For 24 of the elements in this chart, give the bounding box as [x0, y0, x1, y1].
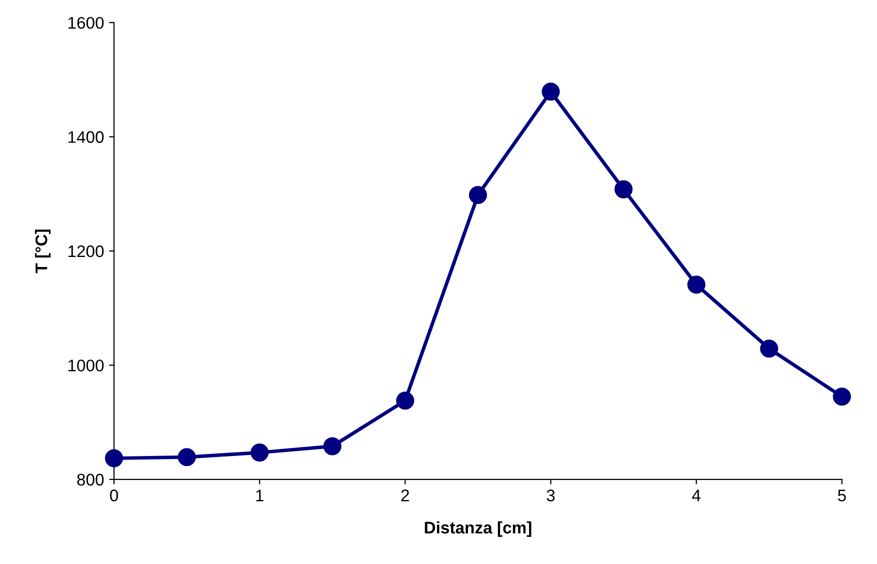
point	[250, 444, 269, 462]
x-tick-label: 2	[401, 490, 409, 502]
point	[542, 82, 560, 101]
y-tick-label: 1400	[68, 131, 104, 143]
y-axis-title: T [°C]	[35, 230, 51, 274]
point	[104, 449, 124, 468]
x-tick-label: 1	[256, 490, 264, 502]
point	[614, 180, 633, 198]
point	[178, 448, 196, 466]
point	[468, 186, 487, 204]
y-tick-label: 1200	[68, 245, 104, 258]
point	[323, 437, 342, 456]
point	[396, 392, 414, 410]
point	[687, 276, 706, 294]
point	[760, 340, 778, 358]
point	[832, 388, 851, 406]
y-tick-label: 800	[77, 474, 104, 486]
x-axis-title: Distanza [cm]	[424, 521, 532, 537]
x-tick-label: 4	[692, 490, 700, 502]
y-tick-label: 1000	[68, 360, 104, 372]
y-tick-label: 1600	[68, 16, 104, 29]
x-tick-label: 0	[110, 490, 118, 502]
x-tick-label: 5	[838, 490, 846, 502]
x-tick-label: 3	[546, 490, 555, 502]
